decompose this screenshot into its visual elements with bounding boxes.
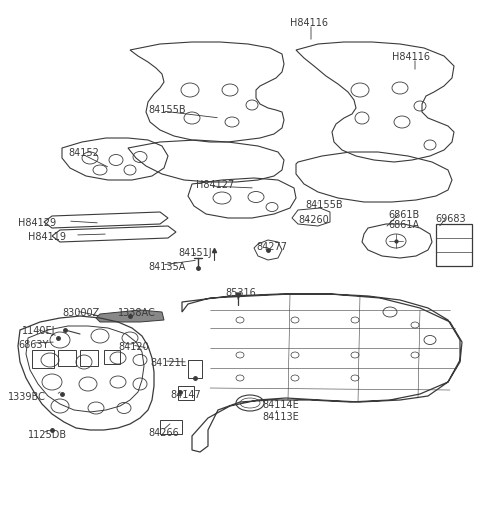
Text: 84135A: 84135A (148, 262, 185, 272)
Text: H84116: H84116 (392, 52, 430, 62)
Text: H84129: H84129 (18, 218, 56, 228)
Bar (32, 350, 54, 368)
Text: H84127: H84127 (196, 180, 234, 190)
Text: 84114E: 84114E (262, 400, 299, 410)
Text: 6861B: 6861B (388, 210, 419, 220)
Text: 84151J: 84151J (178, 248, 212, 258)
Text: 83000Z: 83000Z (62, 308, 99, 318)
Text: 84266: 84266 (148, 428, 179, 438)
Bar (58, 350, 76, 366)
Text: 84152: 84152 (68, 148, 99, 158)
Text: 84147: 84147 (170, 390, 201, 400)
Text: 84113E: 84113E (262, 412, 299, 422)
Polygon shape (96, 310, 164, 322)
Text: 1125DB: 1125DB (28, 430, 67, 440)
Text: 85316: 85316 (225, 288, 256, 298)
Text: 84121L: 84121L (150, 358, 186, 368)
Text: 84155B: 84155B (305, 200, 343, 210)
Bar (160, 420, 182, 434)
Text: 69683: 69683 (435, 214, 466, 224)
Text: 1339BC: 1339BC (8, 392, 46, 402)
Text: 1140EJ: 1140EJ (22, 326, 56, 336)
Text: 6863Y: 6863Y (18, 340, 48, 350)
Text: 6861A: 6861A (388, 220, 419, 230)
Bar (188, 360, 202, 378)
Bar (178, 386, 194, 400)
Bar (436, 224, 472, 266)
Text: 84155B: 84155B (148, 105, 186, 115)
Text: H84116: H84116 (290, 18, 328, 28)
Text: 1338AC: 1338AC (118, 308, 156, 318)
Text: 84260: 84260 (298, 215, 329, 225)
Bar (80, 350, 98, 366)
Text: 84120: 84120 (118, 342, 149, 352)
Bar (104, 350, 120, 364)
Text: H84119: H84119 (28, 232, 66, 242)
Text: 84277: 84277 (256, 242, 287, 252)
